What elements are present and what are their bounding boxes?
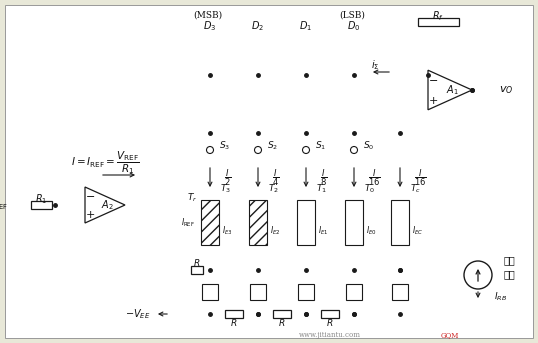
- Bar: [31, 201, 52, 209]
- Text: $R$: $R$: [230, 317, 238, 328]
- Bar: [191, 266, 203, 274]
- Text: $2R$: $2R$: [204, 286, 216, 297]
- Text: $\dfrac{I}{4}$: $\dfrac{I}{4}$: [272, 168, 279, 188]
- Bar: [201, 200, 219, 245]
- Bar: [392, 284, 408, 300]
- Text: $D_3$: $D_3$: [203, 19, 217, 33]
- Text: $T_0$: $T_0$: [364, 182, 375, 195]
- Circle shape: [464, 261, 492, 289]
- Text: $\dfrac{I}{8}$: $\dfrac{I}{8}$: [320, 168, 327, 188]
- Text: $T_3$: $T_3$: [220, 182, 231, 195]
- Text: $2R$: $2R$: [300, 286, 312, 297]
- Circle shape: [350, 146, 357, 154]
- Bar: [249, 200, 267, 245]
- Text: www.jitiantu.com: www.jitiantu.com: [299, 331, 361, 339]
- Text: $2R$: $2R$: [348, 286, 360, 297]
- Text: $\dfrac{I}{16}$: $\dfrac{I}{16}$: [414, 168, 427, 188]
- Text: $I_{E3}$: $I_{E3}$: [222, 224, 232, 237]
- Polygon shape: [428, 70, 472, 110]
- Text: $R$: $R$: [278, 317, 286, 328]
- Text: $+$: $+$: [85, 209, 95, 221]
- Text: 偏置: 偏置: [504, 257, 516, 265]
- Bar: [391, 200, 409, 245]
- Text: $T_r$: $T_r$: [187, 192, 197, 204]
- Text: $T_1$: $T_1$: [316, 182, 327, 195]
- Text: $D_0$: $D_0$: [348, 19, 360, 33]
- Bar: [182, 260, 448, 318]
- Bar: [345, 200, 363, 245]
- Text: $T_2$: $T_2$: [268, 182, 279, 195]
- Text: $-V_{EE}$: $-V_{EE}$: [125, 307, 150, 321]
- Text: $-$: $-$: [428, 74, 438, 84]
- Bar: [297, 200, 315, 245]
- Text: $D_2$: $D_2$: [251, 19, 265, 33]
- Text: $S_1$: $S_1$: [315, 140, 326, 152]
- Text: $I_{\rm REF}$: $I_{\rm REF}$: [181, 216, 195, 229]
- Text: 电流: 电流: [504, 271, 516, 280]
- Bar: [418, 18, 459, 26]
- Text: $I_{E0}$: $I_{E0}$: [366, 224, 377, 237]
- Circle shape: [302, 146, 309, 154]
- Text: $I_{E2}$: $I_{E2}$: [270, 224, 280, 237]
- Text: $-$: $-$: [85, 190, 95, 200]
- Bar: [298, 284, 314, 300]
- Text: $R$: $R$: [193, 258, 201, 269]
- Text: $S_2$: $S_2$: [267, 140, 278, 152]
- Text: GQM: GQM: [441, 331, 459, 339]
- Text: $2R$: $2R$: [252, 286, 264, 297]
- Text: $T_c$: $T_c$: [410, 182, 421, 195]
- Text: $A_2$: $A_2$: [101, 198, 114, 212]
- Bar: [321, 310, 339, 318]
- Bar: [202, 284, 218, 300]
- Text: $R$: $R$: [326, 317, 334, 328]
- Text: $S_0$: $S_0$: [363, 140, 374, 152]
- Bar: [250, 284, 266, 300]
- Text: $S_3$: $S_3$: [219, 140, 230, 152]
- Bar: [346, 284, 362, 300]
- Text: $V_{\rm REF}$: $V_{\rm REF}$: [0, 198, 8, 212]
- Text: $I=I_{\rm REF}=\dfrac{V_{\rm REF}}{R_1}$: $I=I_{\rm REF}=\dfrac{V_{\rm REF}}{R_1}$: [70, 150, 139, 176]
- Text: (MSB): (MSB): [194, 11, 223, 20]
- Text: $\dfrac{I}{2}$: $\dfrac{I}{2}$: [224, 168, 231, 188]
- Text: $2R$: $2R$: [394, 286, 406, 297]
- Circle shape: [207, 146, 214, 154]
- Text: $R_f$: $R_f$: [433, 9, 444, 23]
- Bar: [225, 310, 243, 318]
- Text: $I_{RB}$: $I_{RB}$: [494, 291, 507, 303]
- Text: $D_1$: $D_1$: [300, 19, 313, 33]
- Text: (LSB): (LSB): [339, 11, 365, 20]
- Text: $v_O$: $v_O$: [499, 84, 513, 96]
- Text: $i_{\Sigma}$: $i_{\Sigma}$: [371, 58, 379, 72]
- Bar: [273, 310, 291, 318]
- Text: $+$: $+$: [428, 95, 438, 106]
- Text: $R_1$: $R_1$: [36, 192, 48, 206]
- Polygon shape: [85, 187, 125, 223]
- Text: $A_1$: $A_1$: [445, 83, 458, 97]
- Text: $\dfrac{I}{16}$: $\dfrac{I}{16}$: [368, 168, 381, 188]
- Circle shape: [254, 146, 261, 154]
- Text: $I_{EC}$: $I_{EC}$: [412, 224, 423, 237]
- Text: $I_{E1}$: $I_{E1}$: [318, 224, 329, 237]
